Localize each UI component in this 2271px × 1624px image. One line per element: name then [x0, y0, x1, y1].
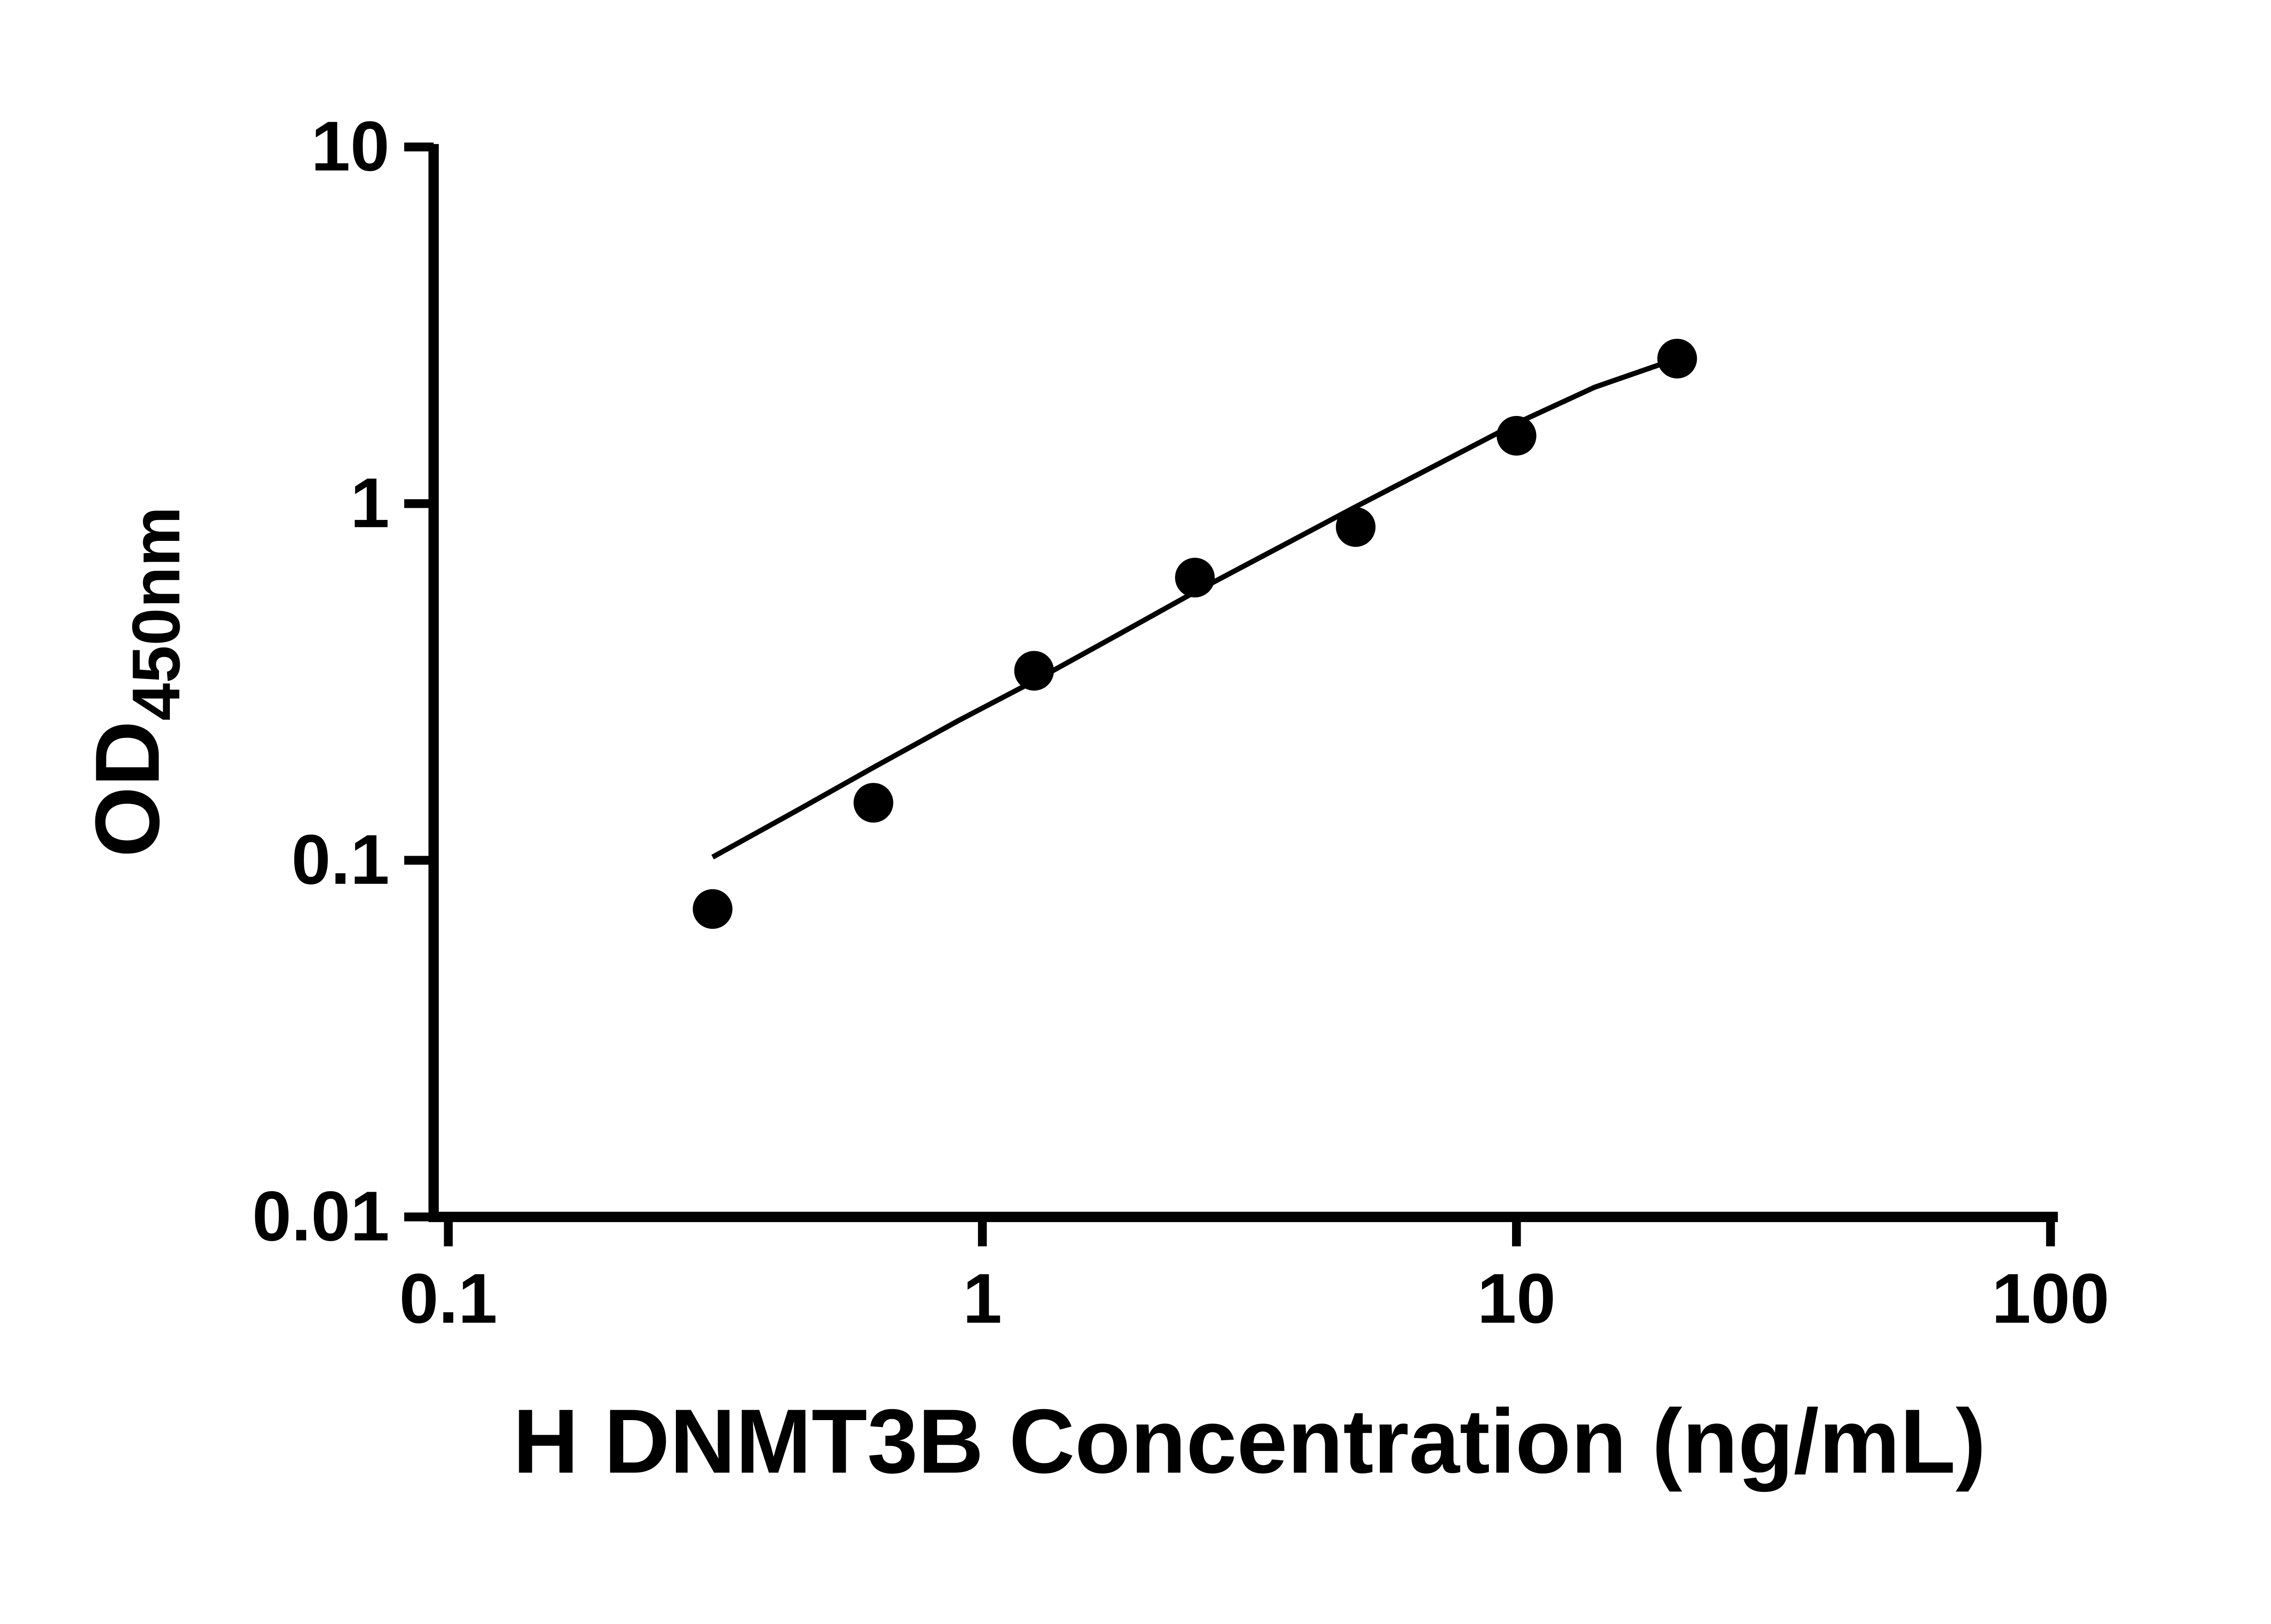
data-point: [1657, 338, 1697, 379]
series-layer: [693, 338, 1697, 929]
data-point: [1175, 558, 1215, 598]
y-axis-title-subscript: 450nm: [118, 506, 194, 721]
y-axis-tick-label: 10: [311, 106, 390, 185]
y-axis-title-main: OD: [76, 721, 179, 857]
x-axis-tick-label: 10: [1477, 1259, 1556, 1338]
x-axis-title: H DNMT3B Concentration (ng/mL): [513, 1390, 1986, 1492]
y-axis-tick-label: 1: [350, 463, 389, 542]
standard-curve-figure: 0.1 1 10 100 0.01 0.1 1 10 H DNMT3B Concentrati…: [76, 106, 2110, 1492]
x-axis-tick-label: 100: [1992, 1259, 2109, 1338]
data-point: [1497, 416, 1537, 456]
y-axis-tick-label: 0.1: [292, 820, 390, 899]
y-axis-title: OD450nm: [76, 506, 194, 857]
data-point: [853, 782, 893, 823]
data-point: [693, 889, 733, 929]
x-axis-tick-label: 0.1: [399, 1259, 497, 1338]
x-axis-tick-label: 1: [963, 1259, 1002, 1338]
y-axis-tick-label: 0.01: [252, 1176, 389, 1255]
data-point: [1014, 651, 1054, 691]
data-point: [1336, 507, 1376, 547]
axis-frame: [428, 144, 2058, 1222]
